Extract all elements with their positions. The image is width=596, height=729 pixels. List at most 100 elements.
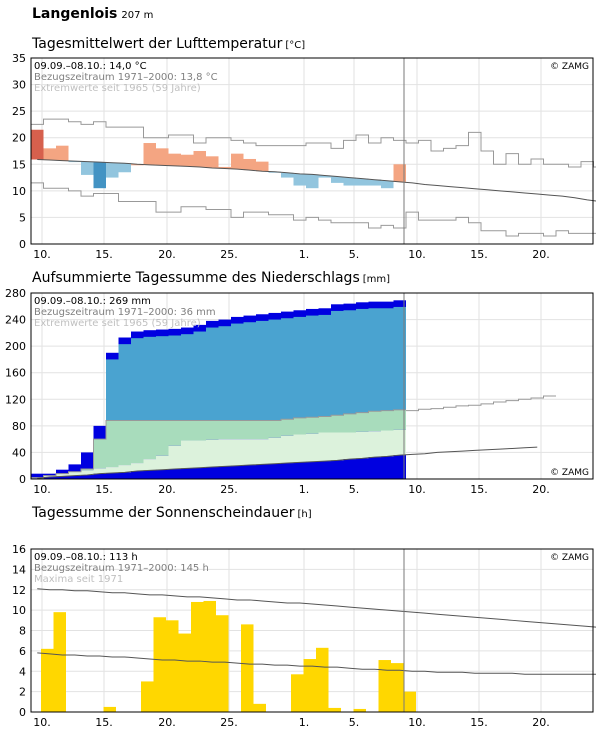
precip-quantile-band xyxy=(131,420,144,464)
y-tick-label: 10 xyxy=(12,604,26,617)
precipitation-unit: [mm] xyxy=(362,274,391,285)
temp-bar xyxy=(56,145,69,161)
precip-quantile-band xyxy=(168,420,181,446)
x-tick-label: 20. xyxy=(532,483,550,496)
x-tick-label: 10. xyxy=(408,483,426,496)
y-tick-label: 8 xyxy=(19,625,26,638)
precip-fill xyxy=(343,310,356,414)
temp-bar xyxy=(156,148,169,166)
x-tick-label: 5. xyxy=(349,248,360,261)
x-tick-label: 1. xyxy=(299,483,310,496)
temp-bar xyxy=(368,179,381,186)
precip-quantile-lower xyxy=(343,432,356,460)
sunshine-bar xyxy=(191,601,204,712)
precip-quantile-band xyxy=(393,409,406,430)
x-tick-label: 20. xyxy=(158,716,176,729)
y-tick-label: 2 xyxy=(19,686,26,699)
x-tick-label: 10. xyxy=(33,716,51,729)
precip-quantile-band xyxy=(331,415,344,433)
precip-quantile-band xyxy=(281,419,294,436)
precip-fill xyxy=(268,319,281,421)
y-tick-label: 160 xyxy=(5,367,26,380)
x-tick-label: 25. xyxy=(220,716,238,729)
temp-bar xyxy=(231,153,244,170)
temp-bar xyxy=(393,164,406,182)
precip-quantile-lower xyxy=(293,434,306,463)
precip-quantile-band xyxy=(93,439,106,469)
plot-frame xyxy=(30,57,594,245)
info-line: Bezugszeitraum 1971–2000: 145 h xyxy=(34,563,209,574)
y-tick-label: 12 xyxy=(12,584,26,597)
precip-quantile-lower xyxy=(368,431,381,458)
precip-quantile-band xyxy=(381,410,394,431)
y-tick-label: 25 xyxy=(12,105,26,118)
sunshine-title: Tagessumme der Sonnenscheindauer [h] xyxy=(32,505,312,521)
x-tick-label: 1. xyxy=(299,716,310,729)
x-tick-label: 10. xyxy=(408,716,426,729)
precip-quantile-lower xyxy=(331,432,344,461)
precip-quantile-lower xyxy=(193,440,206,468)
precip-fill xyxy=(131,338,144,421)
precip-quantile-lower xyxy=(381,430,394,457)
precip-fill xyxy=(256,320,269,421)
y-tick-label: 20 xyxy=(12,132,26,145)
x-tick-label: 20. xyxy=(532,248,550,261)
precip-max-envelope xyxy=(31,409,406,479)
x-tick-label: 1. xyxy=(299,248,310,261)
temp-bar xyxy=(193,151,206,167)
temp-bar xyxy=(218,166,231,169)
precip-fill xyxy=(331,310,344,416)
temperature-unit: [°C] xyxy=(285,40,306,51)
x-tick-label: 5. xyxy=(349,483,360,496)
precip-quantile-band xyxy=(306,417,319,434)
sunshine-bar xyxy=(153,617,166,712)
y-tick-label: 6 xyxy=(19,645,26,658)
temp-bar xyxy=(43,148,56,161)
temp-bar xyxy=(256,161,269,172)
precip-quantile-band xyxy=(268,420,281,438)
precip-quantile-lower xyxy=(306,433,319,462)
y-tick-label: 0 xyxy=(19,473,26,486)
temp-bar xyxy=(293,173,306,186)
info-line: Maxima seit 1971 xyxy=(34,574,123,585)
sunshine-bar xyxy=(241,624,254,712)
precip-fill xyxy=(243,322,256,421)
precip-quantile-band xyxy=(356,412,369,432)
sunshine-bar xyxy=(103,706,116,712)
precip-max-extension xyxy=(406,395,556,412)
precip-fill xyxy=(156,336,169,421)
precip-quantile-lower xyxy=(356,431,369,459)
y-tick-label: 10 xyxy=(12,185,26,198)
temp-bar xyxy=(168,153,181,166)
sunshine-bar xyxy=(391,663,404,712)
precip-quantile-band xyxy=(106,420,119,468)
precip-quantile-band xyxy=(143,420,156,460)
precip-quantile-lower xyxy=(231,439,244,466)
station-altitude: 207 m xyxy=(121,10,154,21)
y-tick-label: 15 xyxy=(12,158,26,171)
precip-quantile-band xyxy=(293,417,306,435)
temp-bar xyxy=(381,180,394,189)
precip-fill xyxy=(218,326,231,421)
precip-fill xyxy=(393,306,406,410)
info-line: Bezugszeitraum 1971–2000: 36 mm xyxy=(34,307,216,318)
precip-quantile-lower xyxy=(218,439,231,467)
precip-quantile-lower xyxy=(56,473,69,477)
precip-quantile-lower xyxy=(393,429,406,456)
temp-bar xyxy=(306,174,319,189)
precip-cumulative-bar xyxy=(31,473,44,479)
y-tick-label: 80 xyxy=(12,420,26,433)
plot-frame xyxy=(30,548,594,713)
precipitation-title: Aufsummierte Tagessumme des Niederschlag… xyxy=(32,270,390,286)
precip-quantile-lower xyxy=(43,475,56,478)
precip-quantile-lower xyxy=(68,471,81,476)
sunshine-mean-line xyxy=(37,652,596,675)
x-tick-label: 15. xyxy=(95,716,113,729)
precip-quantile-band xyxy=(81,469,94,471)
x-tick-label: 25. xyxy=(220,483,238,496)
precip-quantile-lower xyxy=(268,437,281,464)
precip-quantile-lower xyxy=(118,465,131,473)
y-tick-label: 5 xyxy=(19,211,26,224)
y-tick-label: 200 xyxy=(5,340,26,353)
